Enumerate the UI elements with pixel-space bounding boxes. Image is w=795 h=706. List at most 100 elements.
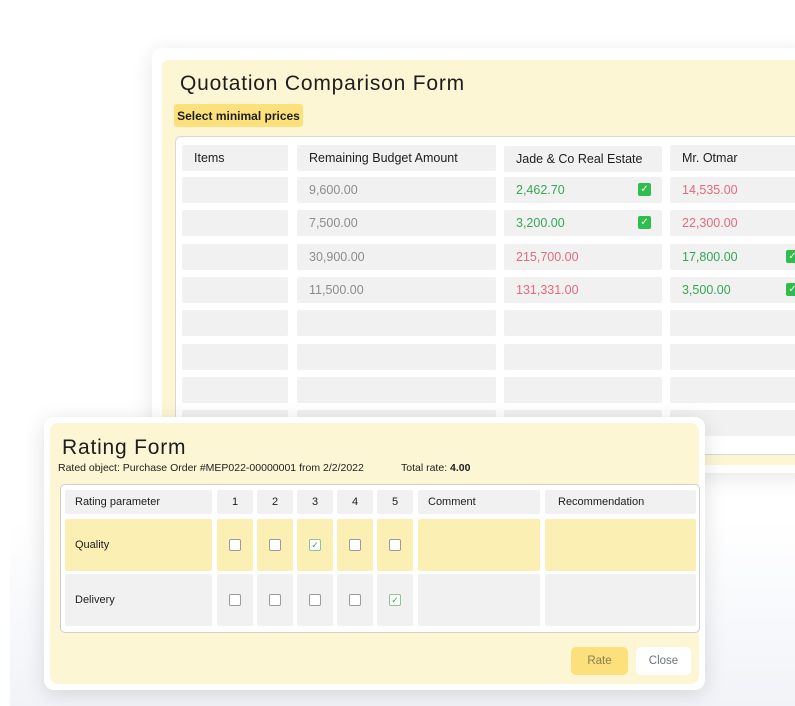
cell-vendor-otmar[interactable]: 17,800.00 ✓ — [670, 243, 795, 270]
score-cell: ✓ — [377, 574, 413, 626]
rated-object-text: Rated object: Purchase Order #MEP022-000… — [58, 462, 364, 474]
vendor-jade-value: 131,331.00 — [516, 282, 579, 297]
score-5-checkbox[interactable] — [389, 539, 401, 551]
rating-title: Rating Form — [62, 436, 187, 459]
cell-item — [182, 243, 288, 270]
header-budget: Remaining Budget Amount — [297, 145, 496, 171]
score-cell — [337, 519, 373, 571]
budget-value: 7,500.00 — [309, 216, 358, 231]
score-cell — [337, 574, 373, 626]
rating-parameter-delivery: Delivery — [65, 574, 212, 626]
rate-button[interactable]: Rate — [571, 647, 628, 675]
score-cell — [377, 519, 413, 571]
total-rate-label: Total rate: — [401, 462, 451, 474]
cell-budget — [297, 310, 496, 337]
quotation-panel: Quotation Comparison Form Select minimal… — [162, 60, 795, 465]
selected-check-icon: ✓ — [786, 282, 795, 296]
cell-vendor-jade[interactable]: 131,331.00 — [504, 276, 662, 303]
recommendation-field[interactable] — [545, 574, 696, 626]
total-rate-value: 4.00 — [450, 462, 471, 474]
close-button[interactable]: Close — [636, 647, 691, 675]
cell-item — [182, 276, 288, 303]
vendor-jade-value: 2,462.70 — [516, 183, 565, 197]
cell-item — [182, 210, 288, 237]
header-vendor-otmar: Mr. Otmar — [670, 145, 795, 171]
cell-vendor-otmar[interactable]: 22,300.00 — [670, 210, 795, 237]
cell-vendor-otmar — [670, 343, 795, 370]
cell-vendor-otmar — [670, 310, 795, 337]
header-score-1: 1 — [217, 490, 253, 514]
score-cell — [217, 519, 253, 571]
score-3-checkbox[interactable]: ✓ — [309, 539, 321, 551]
cell-vendor-jade — [504, 343, 662, 370]
score-4-checkbox[interactable] — [349, 539, 361, 551]
score-4-checkbox[interactable] — [349, 594, 361, 606]
vendor-jade-value: 3,200.00 — [516, 216, 565, 231]
score-2-checkbox[interactable] — [269, 539, 281, 551]
score-cell: ✓ — [297, 519, 333, 571]
score-1-checkbox[interactable] — [229, 594, 241, 606]
vendor-jade-value: 215,700.00 — [516, 249, 579, 264]
rating-parameter-quality: Quality — [65, 519, 212, 571]
cell-budget: 30,900.00 — [297, 243, 496, 270]
quotation-title: Quotation Comparison Form — [180, 72, 465, 95]
total-rate: Total rate: 4.00 — [401, 462, 470, 474]
vendor-otmar-value: 14,535.00 — [682, 183, 738, 197]
selected-check-icon: ✓ — [638, 216, 651, 230]
rating-card: Rating Form Rated object: Purchase Order… — [44, 417, 705, 690]
quotation-table: Items Remaining Budget Amount Jade & Co … — [175, 136, 795, 455]
cell-vendor-jade[interactable]: 215,700.00 — [504, 243, 662, 270]
header-rating-parameter: Rating parameter — [65, 490, 212, 514]
cell-item — [182, 310, 288, 337]
cell-budget: 11,500.00 — [297, 276, 496, 303]
selected-check-icon: ✓ — [638, 183, 651, 196]
comment-field[interactable] — [418, 574, 540, 626]
header-score-4: 4 — [337, 490, 373, 514]
rating-parameter-label: Delivery — [75, 594, 115, 606]
vendor-otmar-value: 22,300.00 — [682, 216, 738, 231]
cell-budget: 9,600.00 — [297, 177, 496, 203]
score-cell — [257, 574, 293, 626]
score-cell — [217, 574, 253, 626]
cell-budget — [297, 343, 496, 370]
rating-table: Rating parameter 1 2 3 4 5 Comment Recom… — [60, 484, 700, 633]
cell-vendor-jade — [504, 310, 662, 337]
cell-vendor-otmar — [670, 376, 795, 403]
score-1-checkbox[interactable] — [229, 539, 241, 551]
comment-field[interactable] — [418, 519, 540, 571]
recommendation-field[interactable] — [545, 519, 696, 571]
header-items: Items — [182, 145, 288, 171]
score-5-checkbox[interactable]: ✓ — [389, 594, 401, 606]
cell-vendor-otmar[interactable]: 3,500.00 ✓ — [670, 276, 795, 303]
cell-budget: 7,500.00 — [297, 210, 496, 237]
header-score-5: 5 — [377, 490, 413, 514]
quotation-card: Quotation Comparison Form Select minimal… — [152, 48, 795, 473]
header-score-2: 2 — [257, 490, 293, 514]
header-recommendation: Recommendation — [545, 490, 696, 514]
cell-budget — [297, 376, 496, 403]
score-3-checkbox[interactable] — [309, 594, 321, 606]
cell-vendor-jade — [504, 376, 662, 403]
header-vendor-jade: Jade & Co Real Estate — [504, 146, 662, 172]
score-cell — [257, 519, 293, 571]
budget-value: 9,600.00 — [309, 183, 358, 197]
vendor-otmar-value: 3,500.00 — [682, 282, 731, 297]
budget-value: 11,500.00 — [309, 282, 364, 297]
selected-check-icon: ✓ — [786, 249, 795, 263]
cell-item — [182, 343, 288, 370]
cell-vendor-jade[interactable]: 3,200.00 ✓ — [504, 210, 662, 237]
cell-vendor-jade[interactable]: 2,462.70 ✓ — [504, 177, 662, 203]
cell-vendor-otmar[interactable]: 14,535.00 — [670, 177, 795, 203]
rating-panel: Rating Form Rated object: Purchase Order… — [50, 423, 700, 684]
select-minimal-prices-button[interactable]: Select minimal prices — [174, 104, 303, 127]
header-comment: Comment — [418, 490, 540, 514]
budget-value: 30,900.00 — [309, 249, 365, 264]
vendor-otmar-value: 17,800.00 — [682, 249, 738, 264]
cell-item — [182, 177, 288, 203]
rating-parameter-label: Quality — [75, 539, 110, 551]
score-2-checkbox[interactable] — [269, 594, 281, 606]
header-score-3: 3 — [297, 490, 333, 514]
cell-item — [182, 376, 288, 403]
score-cell — [297, 574, 333, 626]
